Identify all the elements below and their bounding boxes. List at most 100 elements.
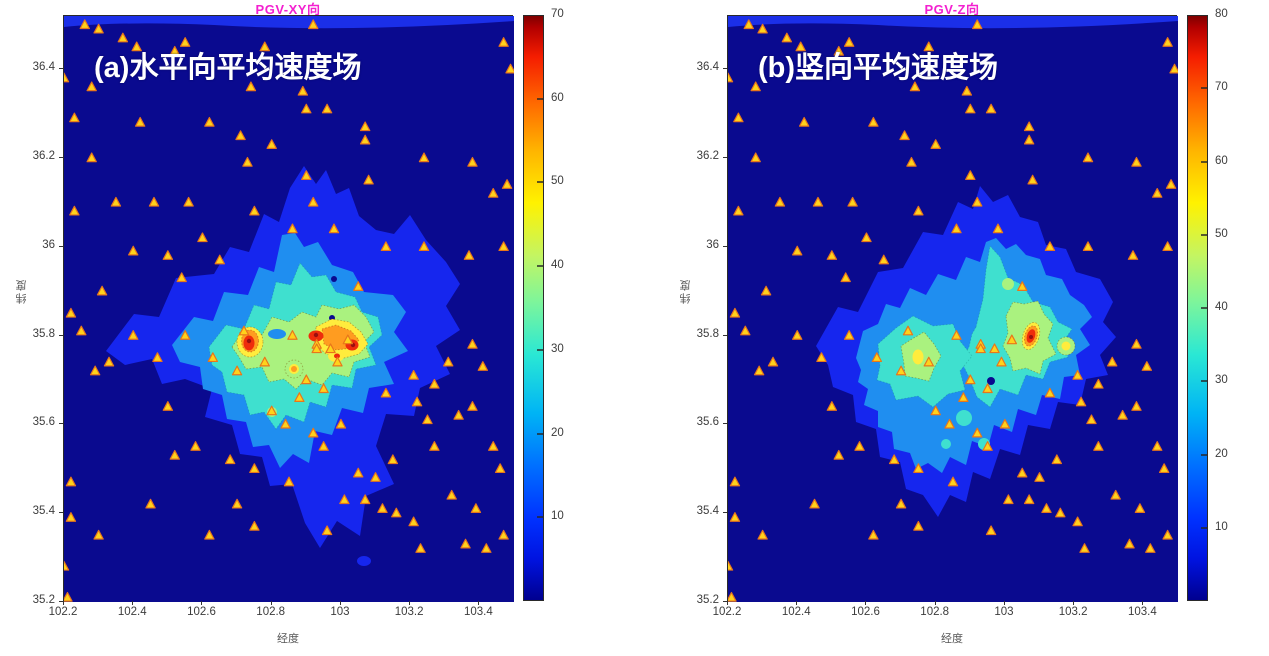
station-triangle-marker: [391, 507, 402, 518]
station-triangle-marker: [913, 463, 924, 474]
colorbar-tick-label: 30: [1215, 374, 1228, 387]
x-axis-label: 经度: [277, 633, 299, 645]
station-triangle-marker: [972, 19, 983, 30]
station-triangle-marker: [380, 387, 392, 398]
y-tick-mark: [723, 423, 727, 425]
y-tick-mark: [723, 601, 727, 602]
colorbar-tick-mark: [1201, 160, 1207, 163]
x-tick-mark: [1003, 601, 1005, 605]
y-tick-label: 36: [42, 238, 55, 251]
y-axis-label: 纬度: [680, 278, 692, 304]
x-tick-mark: [63, 601, 64, 605]
station-triangle-marker: [1003, 494, 1014, 505]
colorbar-tick-label: 40: [551, 259, 564, 272]
station-triangle-marker: [868, 529, 879, 540]
station-triangle-marker: [729, 307, 741, 318]
station-triangle-marker: [242, 156, 253, 167]
x-tick-label: 103.2: [394, 606, 424, 618]
y-tick-mark: [59, 68, 63, 70]
colorbar-tick-label: 80: [1215, 8, 1228, 20]
station-triangle-marker: [909, 81, 921, 92]
station-triangle-marker: [249, 520, 260, 531]
station-triangle-marker: [833, 45, 844, 56]
station-triangle-marker: [235, 130, 246, 141]
station-triangle-marker: [79, 19, 90, 30]
station-triangle-marker: [1158, 463, 1170, 474]
station-triangle-marker: [913, 205, 924, 216]
station-triangle-marker: [363, 174, 374, 185]
station-triangle-marker: [958, 392, 969, 402]
station-triangle-marker: [1093, 378, 1104, 389]
station-triangle-marker: [992, 223, 1004, 234]
y-tick-mark: [59, 334, 63, 336]
colorbar-tick-label: 70: [551, 8, 564, 20]
station-triangle-marker: [494, 463, 506, 474]
station-triangle-marker: [1034, 472, 1045, 482]
station-triangle-marker: [1055, 507, 1066, 518]
station-triangle-marker: [816, 352, 827, 363]
x-tick-label: 103.4: [1127, 606, 1157, 618]
station-triangle-marker: [760, 285, 772, 296]
station-triangle-marker: [951, 223, 962, 234]
station-triangle-marker: [899, 130, 910, 141]
station-triangle-marker: [753, 365, 765, 376]
station-triangle-marker: [972, 427, 983, 438]
station-triangle-marker: [359, 134, 371, 145]
contour-hole-lightblue: [268, 329, 286, 339]
x-tick-mark: [339, 601, 341, 605]
contour-map-pgv-xy: [64, 16, 514, 602]
station-triangle-marker: [972, 196, 983, 207]
station-triangle-marker: [1141, 361, 1153, 371]
colorbar-tick-label: 70: [1215, 81, 1228, 94]
station-triangle-marker: [999, 418, 1011, 429]
station-triangle-marker: [422, 414, 433, 425]
station-triangle-marker: [861, 232, 872, 243]
colorbar-tick-mark: [1201, 380, 1207, 383]
station-triangle-marker: [501, 179, 513, 189]
station-triangle-marker: [335, 418, 347, 429]
station-triangle-marker: [729, 476, 741, 487]
station-triangle-marker: [809, 498, 820, 509]
colorbar-tick-label: 10: [1215, 520, 1228, 533]
y-tick-mark: [723, 68, 727, 70]
station-triangle-marker: [1044, 387, 1056, 398]
y-tick-mark: [723, 512, 727, 514]
station-triangle-marker: [287, 330, 298, 340]
contour-blue-islet: [357, 556, 371, 566]
station-triangle-marker: [266, 405, 277, 416]
station-triangle-marker: [854, 441, 865, 451]
station-triangle-marker: [249, 205, 260, 216]
station-triangle-marker: [1165, 179, 1177, 189]
station-triangle-marker: [975, 343, 986, 354]
station-triangle-marker: [69, 205, 80, 216]
y-tick-label: 35.2: [32, 594, 55, 606]
station-triangle-marker: [460, 538, 471, 549]
x-tick-mark: [865, 601, 867, 605]
station-triangle-marker: [733, 112, 744, 123]
station-triangle-marker: [418, 152, 430, 163]
contour-level-darkred: [1029, 335, 1033, 339]
contour-level-darkred: [246, 338, 252, 344]
station-triangle-marker: [913, 520, 924, 531]
station-triangle-marker: [311, 343, 322, 354]
colorbar-tick-mark: [1201, 307, 1207, 309]
station-triangle-marker: [1145, 543, 1156, 553]
station-triangle-marker: [294, 392, 305, 402]
station-triangle-marker: [128, 330, 139, 340]
station-triangle-marker: [1127, 250, 1139, 260]
station-triangle-marker: [283, 476, 295, 487]
station-markers-group: [728, 19, 1178, 602]
station-triangle-marker: [1162, 37, 1173, 47]
x-tick-mark: [1073, 601, 1075, 605]
station-triangle-marker: [757, 23, 768, 34]
station-triangle-marker: [96, 285, 108, 296]
colorbar-tick-label: 60: [551, 91, 564, 104]
station-triangle-marker: [207, 352, 219, 363]
station-triangle-marker: [961, 85, 973, 96]
x-tick-mark: [727, 601, 728, 605]
station-triangle-marker: [944, 418, 955, 429]
station-triangle-marker: [131, 41, 142, 52]
station-triangle-marker: [1023, 134, 1035, 145]
station-triangle-marker: [826, 250, 838, 260]
station-triangle-marker: [318, 441, 329, 451]
